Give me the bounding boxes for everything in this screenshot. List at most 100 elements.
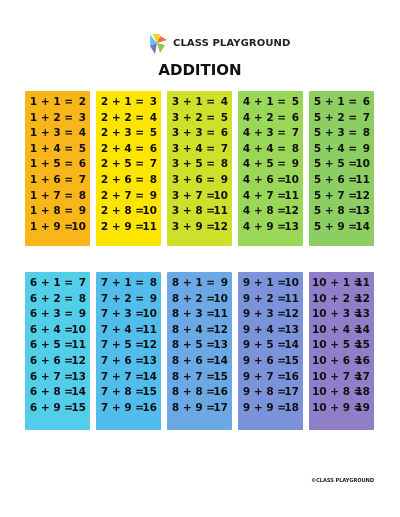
equation-answer: 9 bbox=[149, 292, 157, 305]
equation-answer: 12 bbox=[355, 189, 370, 202]
equation-row: 2 + 2 = 4 bbox=[96, 112, 161, 127]
equation-text: 10 + 4 = bbox=[312, 323, 363, 336]
equation-answer: 15 bbox=[142, 386, 157, 399]
equation-text: 8 + 9 = bbox=[171, 401, 216, 414]
addition-table-card: 8 + 1 = 9 8 + 2 = 10 8 + 3 = 11 8 + 4 = 12 8 + 5… bbox=[167, 272, 232, 430]
equation-text: 8 + 8 = bbox=[171, 386, 216, 399]
equation-answer: 10 bbox=[142, 308, 157, 321]
equation-text: 1 + 6 = bbox=[29, 174, 74, 186]
equation-text: 10 + 8 = bbox=[312, 386, 363, 399]
addition-table-card: 7 + 1 = 8 7 + 2 = 9 7 + 3 = 10 7 + 4 = 11 7 + 5 … bbox=[96, 272, 161, 430]
equation-answer: 2 bbox=[78, 96, 86, 108]
equation-text: 5 + 6 = bbox=[313, 174, 358, 186]
equation-text: 3 + 1 = bbox=[171, 96, 216, 108]
equation-text: 4 + 9 = bbox=[242, 220, 287, 233]
equation-row: 9 + 9 = 18 bbox=[238, 402, 303, 417]
equation-text: 7 + 9 = bbox=[100, 401, 145, 414]
equation-text: 6 + 1 = bbox=[29, 277, 74, 289]
equation-text: 4 + 4 = bbox=[242, 142, 287, 155]
equation-answer: 12 bbox=[355, 292, 370, 305]
equation-answer: 4 bbox=[220, 96, 228, 108]
equation-text: 1 + 5 = bbox=[29, 158, 74, 171]
equation-row: 5 + 7 = 12 bbox=[309, 190, 374, 205]
equation-answer: 12 bbox=[213, 323, 228, 336]
equation-text: 2 + 1 = bbox=[100, 96, 145, 108]
equation-answer: 18 bbox=[355, 386, 370, 399]
equation-text: 7 + 5 = bbox=[100, 339, 145, 352]
equation-row: 1 + 8 = 9 bbox=[25, 205, 90, 220]
equation-answer: 17 bbox=[355, 370, 370, 383]
equation-text: 6 + 3 = bbox=[29, 308, 74, 321]
equation-row: 4 + 7 = 11 bbox=[238, 190, 303, 205]
equation-row: 3 + 6 = 9 bbox=[167, 174, 232, 189]
addition-table-card: 9 + 1 = 10 9 + 2 = 11 9 + 3 = 12 9 + 4 = 13 9 + … bbox=[238, 272, 303, 430]
equation-text: 5 + 4 = bbox=[313, 142, 358, 155]
equation-row: 8 + 9 = 17 bbox=[167, 402, 232, 417]
equation-row: 3 + 3 = 6 bbox=[167, 127, 232, 142]
equation-answer: 6 bbox=[220, 127, 228, 140]
equation-text: 4 + 3 = bbox=[242, 127, 287, 140]
equation-answer: 13 bbox=[355, 308, 370, 321]
equation-text: 10 + 2 = bbox=[312, 292, 363, 305]
equation-row: 1 + 3 = 4 bbox=[25, 127, 90, 142]
equation-row: 8 + 4 = 12 bbox=[167, 324, 232, 339]
equation-answer: 10 bbox=[213, 292, 228, 305]
equation-row: 3 + 1 = 4 bbox=[167, 96, 232, 111]
equation-answer: 16 bbox=[142, 401, 157, 414]
equation-row: 9 + 2 = 11 bbox=[238, 293, 303, 308]
equation-answer: 11 bbox=[142, 323, 157, 336]
equation-answer: 11 bbox=[355, 277, 370, 289]
equation-row: 4 + 4 = 8 bbox=[238, 143, 303, 158]
addition-table-card: 4 + 1 = 5 4 + 2 = 6 4 + 3 = 7 4 + 4 = 8 4 + 5 = 9… bbox=[238, 91, 303, 246]
equation-answer: 12 bbox=[142, 339, 157, 352]
equation-row: 10 + 2 = 12 bbox=[309, 293, 374, 308]
equation-row: 3 + 2 = 5 bbox=[167, 112, 232, 127]
addition-table-card: 10 + 1 = 11 10 + 2 = 12 10 + 3 = 13 10 + 4 = 14… bbox=[309, 272, 374, 430]
equation-answer: 6 bbox=[362, 96, 370, 108]
equation-text: 7 + 6 = bbox=[100, 355, 145, 367]
equation-text: 1 + 3 = bbox=[29, 127, 74, 140]
equation-answer: 16 bbox=[213, 386, 228, 399]
equation-row: 10 + 8 = 18 bbox=[309, 386, 374, 401]
equation-text: 5 + 8 = bbox=[313, 205, 358, 218]
equation-text: 9 + 8 = bbox=[242, 386, 287, 399]
equation-answer: 14 bbox=[142, 370, 157, 383]
equation-answer: 9 bbox=[362, 142, 370, 155]
equation-row: 10 + 9 = 19 bbox=[309, 402, 374, 417]
equation-text: 6 + 4 = bbox=[29, 323, 74, 336]
equation-row: 4 + 5 = 9 bbox=[238, 158, 303, 173]
equation-answer: 13 bbox=[142, 355, 157, 367]
equation-row: 10 + 3 = 13 bbox=[309, 308, 374, 323]
equation-row: 1 + 9 = 10 bbox=[25, 221, 90, 236]
equation-answer: 13 bbox=[284, 323, 299, 336]
equation-text: 7 + 4 = bbox=[100, 323, 145, 336]
equation-answer: 15 bbox=[284, 355, 299, 367]
equation-row: 7 + 8 = 15 bbox=[96, 386, 161, 401]
equation-text: 6 + 9 = bbox=[29, 401, 74, 414]
equation-answer: 9 bbox=[220, 277, 228, 289]
equation-text: 7 + 2 = bbox=[100, 292, 145, 305]
equation-answer: 8 bbox=[149, 174, 157, 186]
equation-text: 8 + 3 = bbox=[171, 308, 216, 321]
equation-answer: 10 bbox=[213, 189, 228, 202]
equation-row: 7 + 3 = 10 bbox=[96, 308, 161, 323]
equation-row: 5 + 6 = 11 bbox=[309, 174, 374, 189]
equation-answer: 16 bbox=[284, 370, 299, 383]
equation-row: 3 + 4 = 7 bbox=[167, 143, 232, 158]
equation-row: 10 + 4 = 14 bbox=[309, 324, 374, 339]
equation-text: 9 + 3 = bbox=[242, 308, 287, 321]
equation-text: 4 + 1 = bbox=[242, 96, 287, 108]
equation-row: 7 + 6 = 13 bbox=[96, 355, 161, 370]
equation-row: 5 + 9 = 14 bbox=[309, 221, 374, 236]
equation-answer: 15 bbox=[355, 339, 370, 352]
equation-text: 8 + 5 = bbox=[171, 339, 216, 352]
equation-text: 6 + 7 = bbox=[29, 370, 74, 383]
equation-answer: 5 bbox=[149, 127, 157, 140]
equation-text: 3 + 5 = bbox=[171, 158, 216, 171]
equation-row: 3 + 5 = 8 bbox=[167, 158, 232, 173]
equation-row: 9 + 1 = 10 bbox=[238, 277, 303, 292]
equation-row: 7 + 7 = 14 bbox=[96, 371, 161, 386]
equation-row: 2 + 6 = 8 bbox=[96, 174, 161, 189]
equation-row: 3 + 8 = 11 bbox=[167, 205, 232, 220]
equation-row: 5 + 8 = 13 bbox=[309, 205, 374, 220]
